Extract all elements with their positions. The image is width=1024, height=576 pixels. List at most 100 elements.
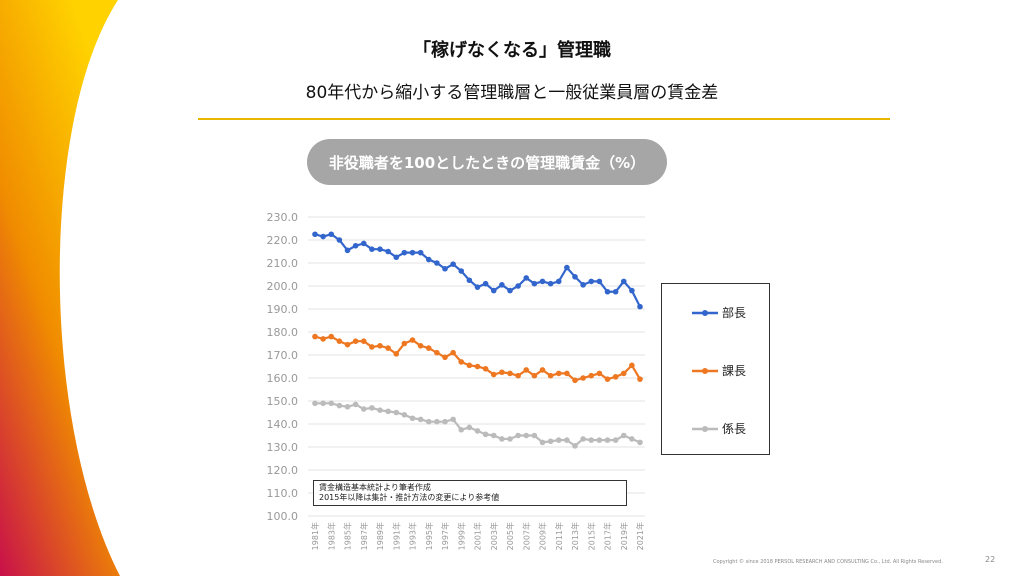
data-point bbox=[385, 345, 391, 351]
x-tick-label: 1999年 bbox=[456, 522, 466, 550]
data-point bbox=[336, 237, 343, 243]
x-tick-label: 2001年 bbox=[473, 522, 483, 550]
data-point bbox=[369, 344, 375, 350]
data-point bbox=[499, 282, 505, 288]
data-point bbox=[401, 412, 408, 418]
data-point bbox=[352, 242, 359, 249]
data-point bbox=[572, 377, 578, 384]
y-tick-label: 160.0 bbox=[267, 372, 299, 385]
data-point bbox=[312, 333, 318, 340]
legend-label: 課長 bbox=[722, 364, 747, 378]
data-point bbox=[393, 409, 400, 416]
x-tick-label: 1989年 bbox=[375, 522, 385, 550]
data-point bbox=[596, 370, 603, 377]
y-tick-label: 120.0 bbox=[267, 464, 299, 477]
note-line: 2015年以降は集計・推計方法の変更により参考値 bbox=[319, 493, 500, 502]
x-tick-label: 2011年 bbox=[554, 522, 564, 550]
x-tick-label: 1997年 bbox=[440, 522, 450, 550]
data-point bbox=[580, 282, 586, 288]
data-point bbox=[588, 278, 595, 285]
data-point bbox=[572, 443, 578, 449]
data-point bbox=[620, 432, 627, 439]
data-point bbox=[547, 372, 554, 379]
data-point bbox=[629, 436, 635, 442]
y-tick-label: 200.0 bbox=[267, 280, 299, 293]
data-point bbox=[344, 341, 351, 348]
x-tick-label: 2007年 bbox=[521, 522, 531, 550]
data-point bbox=[588, 437, 595, 443]
x-tick-label: 1985年 bbox=[343, 522, 353, 550]
data-point bbox=[482, 366, 489, 372]
data-point bbox=[450, 416, 456, 423]
data-point bbox=[328, 333, 335, 340]
chart-title: 非役職者を100としたときの管理職賃金（%） bbox=[307, 139, 667, 185]
data-point bbox=[499, 369, 505, 376]
data-point bbox=[507, 436, 513, 442]
data-point bbox=[401, 340, 408, 347]
data-point bbox=[515, 372, 521, 379]
data-point bbox=[393, 254, 400, 261]
legend-item: 課長 bbox=[692, 362, 746, 379]
x-tick-label: 2003年 bbox=[489, 522, 499, 550]
legend-label: 係長 bbox=[722, 422, 747, 436]
x-tick-label: 2013年 bbox=[570, 522, 580, 550]
data-point bbox=[539, 278, 546, 285]
data-point bbox=[604, 288, 611, 295]
data-point bbox=[425, 418, 432, 425]
y-tick-label: 140.0 bbox=[267, 418, 299, 431]
x-tick-label: 1993年 bbox=[408, 522, 418, 550]
page-number: 22 bbox=[985, 555, 996, 564]
data-point bbox=[385, 408, 391, 415]
data-point bbox=[344, 247, 351, 254]
data-point bbox=[490, 432, 497, 439]
data-point bbox=[434, 349, 440, 356]
data-point bbox=[507, 287, 513, 294]
x-tick-label: 1995年 bbox=[424, 522, 434, 550]
data-point bbox=[490, 371, 497, 378]
data-point bbox=[499, 436, 505, 442]
data-point bbox=[547, 280, 554, 287]
data-point bbox=[629, 287, 635, 294]
divider bbox=[198, 118, 890, 120]
data-point bbox=[604, 376, 611, 382]
data-point bbox=[539, 439, 546, 446]
data-point bbox=[336, 402, 343, 409]
data-point bbox=[458, 359, 465, 365]
data-point bbox=[604, 437, 611, 443]
x-tick-label: 1983年 bbox=[326, 522, 336, 550]
data-point bbox=[417, 416, 424, 423]
data-point bbox=[629, 362, 635, 369]
data-point bbox=[409, 415, 416, 422]
data-point bbox=[360, 406, 367, 412]
data-point bbox=[417, 343, 424, 349]
x-tick-label: 2005年 bbox=[505, 522, 515, 550]
data-point bbox=[458, 426, 465, 433]
data-point bbox=[555, 278, 562, 285]
data-point bbox=[401, 249, 408, 256]
data-point bbox=[320, 400, 326, 407]
y-tick-label: 170.0 bbox=[267, 349, 299, 362]
data-point bbox=[596, 278, 603, 285]
data-point bbox=[360, 338, 367, 345]
slide-title: 「稼げなくなる」管理職 bbox=[413, 40, 611, 61]
x-tick-label: 2019年 bbox=[619, 522, 629, 550]
chart-note: 賃金構造基本統計より筆者作成 2015年以降は集計・推計方法の変更により参考値 bbox=[313, 480, 627, 506]
data-point bbox=[377, 343, 383, 349]
data-point bbox=[442, 265, 448, 272]
data-point bbox=[637, 303, 643, 310]
data-point bbox=[369, 246, 375, 252]
data-point bbox=[474, 428, 481, 434]
x-tick-label: 1987年 bbox=[359, 522, 369, 550]
y-tick-label: 180.0 bbox=[267, 326, 299, 339]
data-point bbox=[580, 375, 586, 381]
y-tick-label: 230.0 bbox=[267, 211, 299, 224]
data-point bbox=[336, 338, 343, 345]
data-point bbox=[523, 367, 530, 373]
data-point bbox=[588, 372, 595, 379]
data-point bbox=[466, 362, 473, 369]
data-point bbox=[547, 438, 554, 445]
y-tick-label: 110.0 bbox=[267, 487, 299, 500]
data-point bbox=[352, 338, 359, 345]
data-point bbox=[466, 277, 473, 284]
data-point bbox=[531, 372, 538, 379]
